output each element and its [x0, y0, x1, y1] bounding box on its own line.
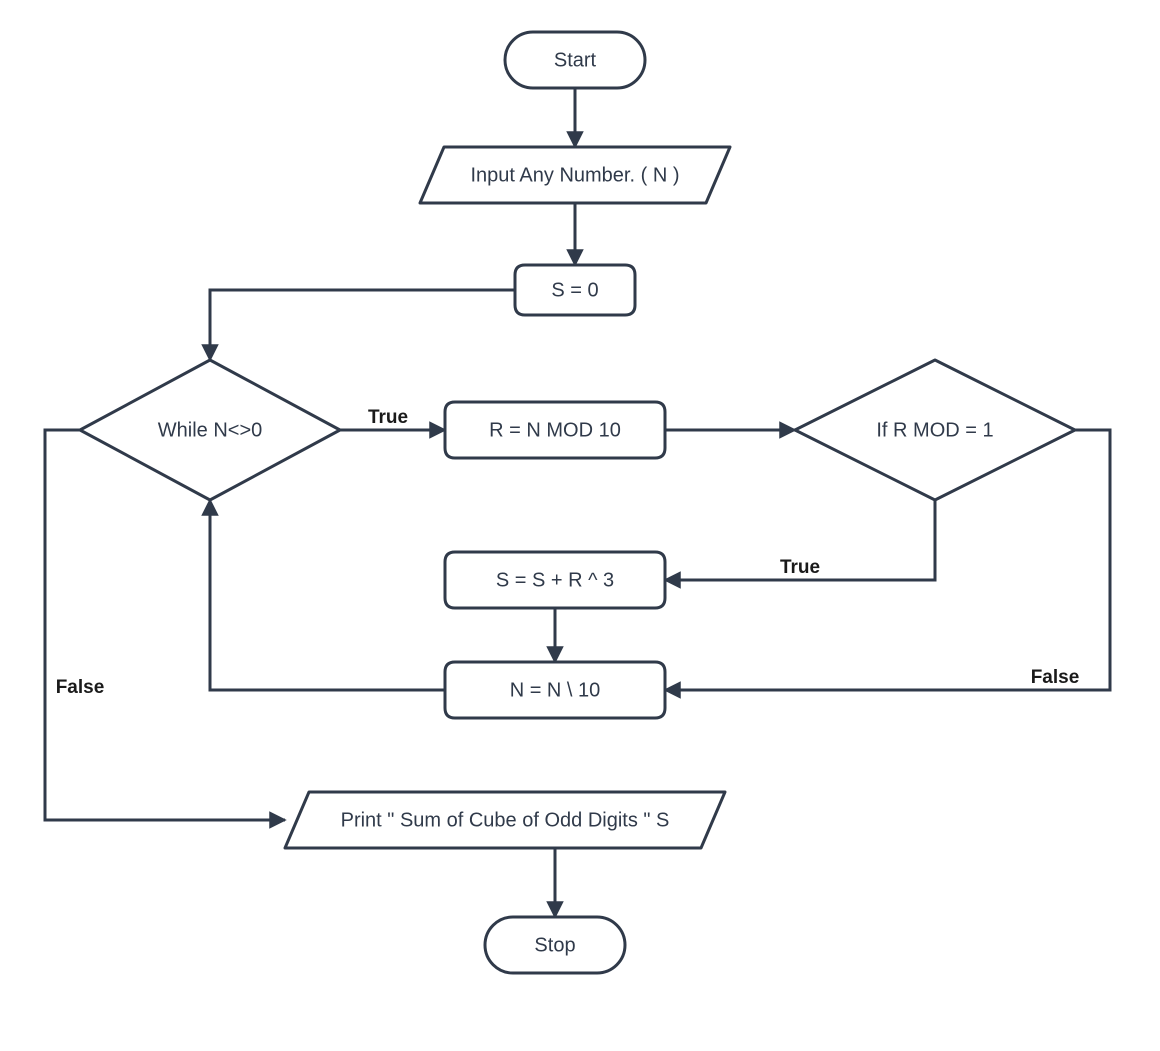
node-start-label: Start — [554, 49, 597, 71]
edge-init-while — [210, 290, 515, 360]
node-cube-label: S = S + R ^ 3 — [496, 569, 614, 591]
edge-label-while-print: False — [56, 677, 105, 698]
edge-label-while-mod: True — [368, 407, 408, 428]
edge-label-if-cube: True — [780, 557, 820, 578]
node-init-label: S = 0 — [551, 279, 598, 301]
node-print-label: Print " Sum of Cube of Odd Digits " S — [341, 809, 670, 831]
edge-label-if-div: False — [1031, 667, 1080, 688]
node-div-label: N = N \ 10 — [510, 679, 601, 701]
node-while-label: While N<>0 — [158, 419, 263, 441]
node-mod-label: R = N MOD 10 — [489, 419, 621, 441]
edge-div-while — [210, 500, 445, 690]
edge-while-print — [45, 430, 285, 820]
node-stop-label: Stop — [534, 934, 575, 956]
node-if-label: If R MOD = 1 — [876, 419, 993, 441]
node-input-label: Input Any Number. ( N ) — [471, 164, 680, 186]
flowchart-canvas: True True False False Start Input Any Number… — [0, 0, 1160, 1051]
